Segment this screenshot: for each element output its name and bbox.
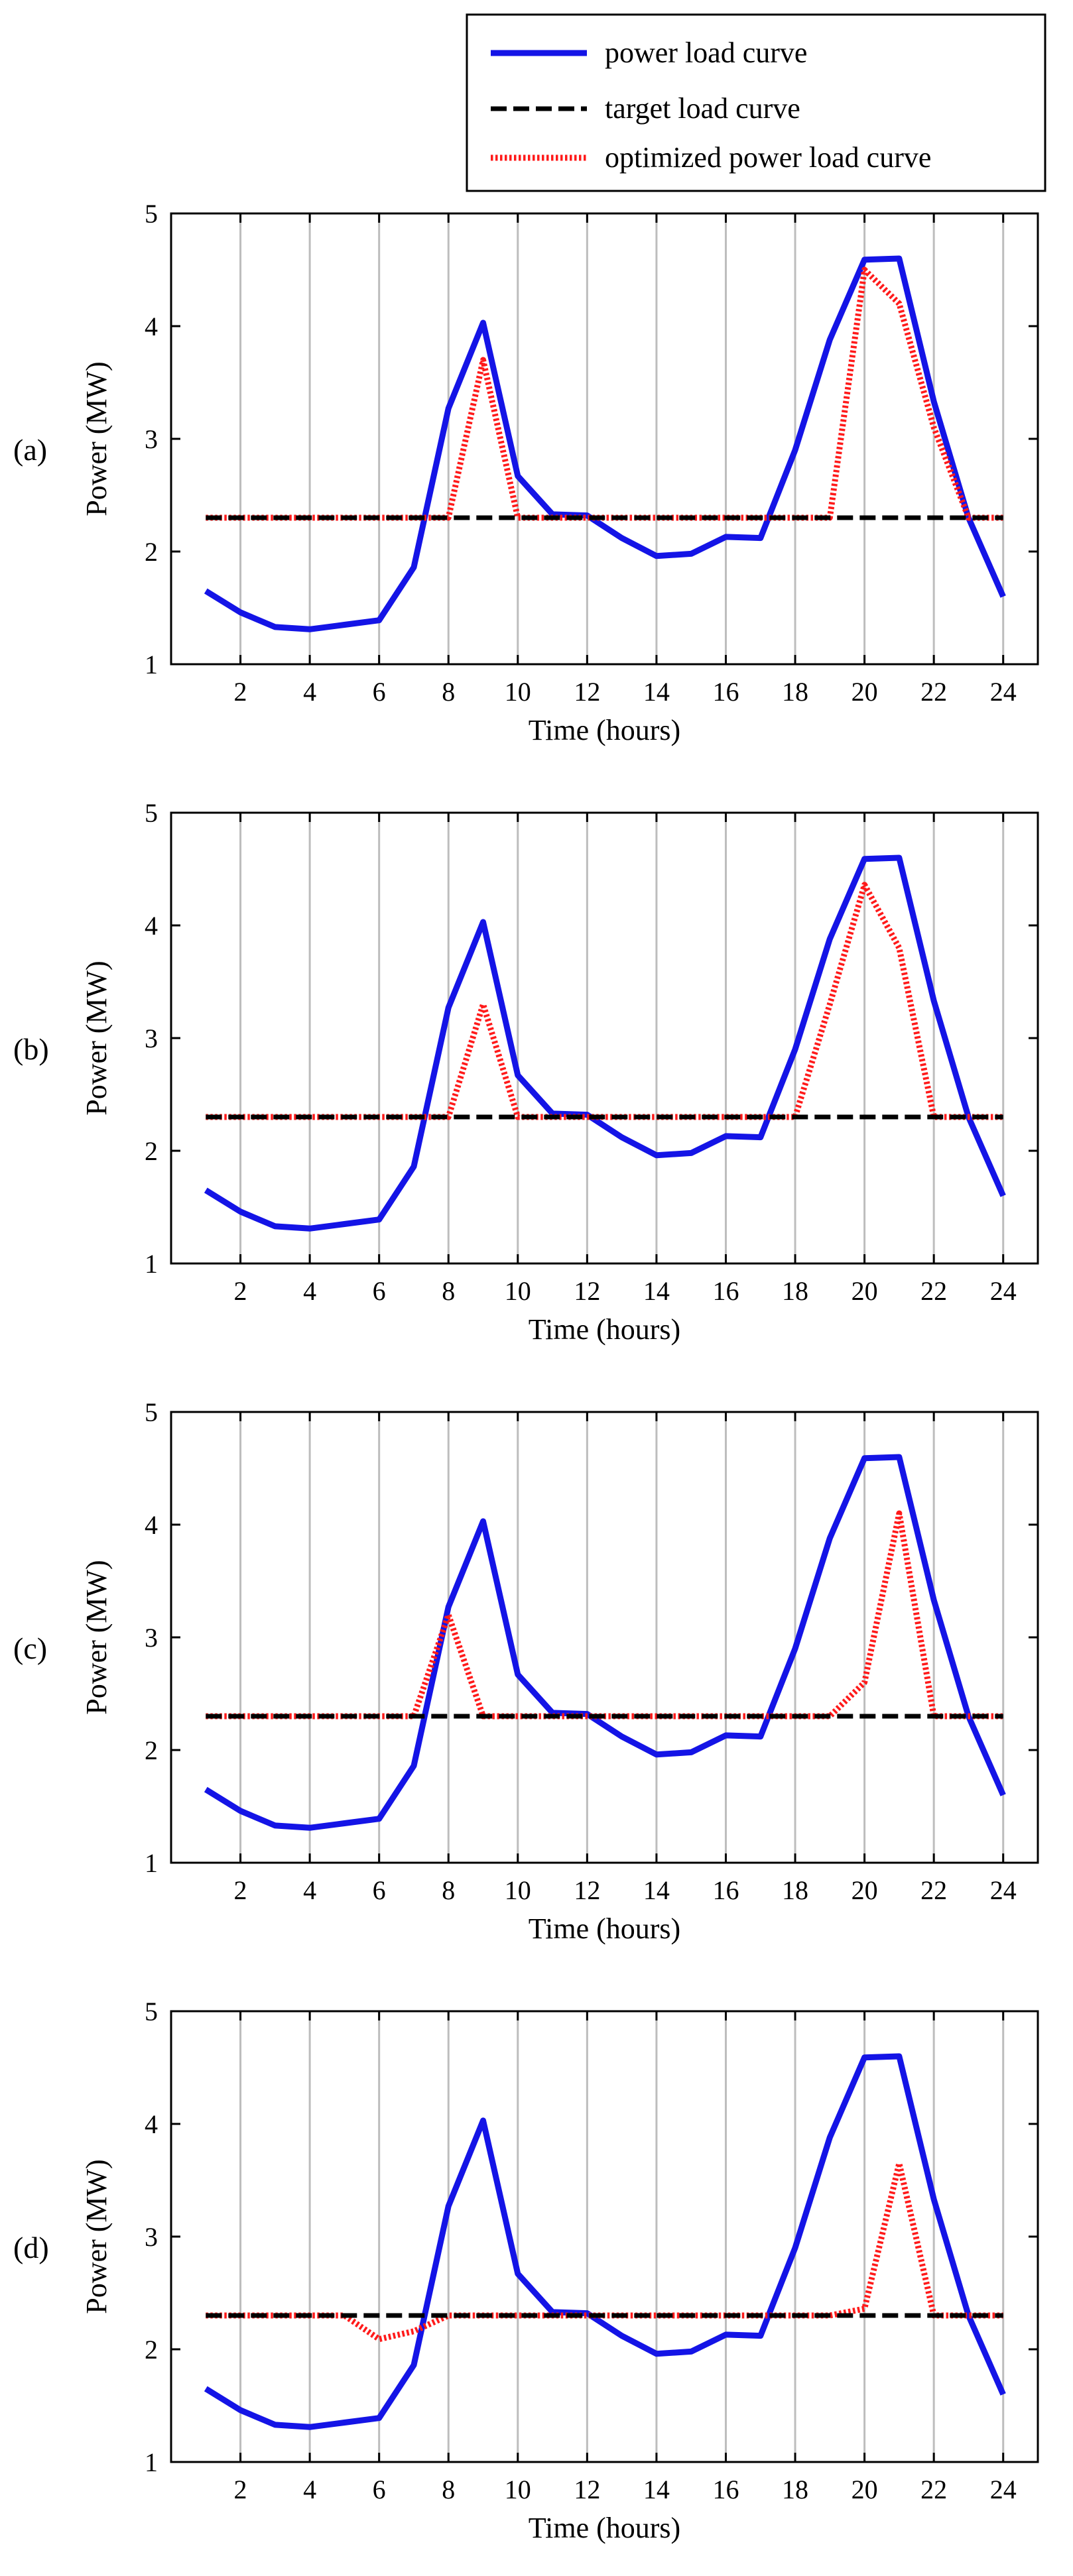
chart-4-series-power-load-curve	[204, 2053, 1006, 2430]
chart-1-xtick-label-10: 10	[505, 677, 531, 707]
chart-1-xtick-label-24: 24	[990, 677, 1017, 707]
chart-2-ytick-label-4: 4	[145, 911, 158, 941]
chart-2-ytick-label-3: 3	[145, 1024, 158, 1053]
chart-4-xtick-label-24: 24	[990, 2475, 1017, 2504]
chart-1-series-power-load-curve	[204, 255, 1006, 632]
chart-2-xtick-label-2: 2	[234, 1276, 247, 1306]
chart-1-xtick-label-20: 20	[852, 677, 878, 707]
chart-4-xtick-label-14: 14	[643, 2475, 670, 2504]
legend-label-power-load: power load curve	[605, 36, 807, 69]
chart-2-xtick-label-14: 14	[643, 1276, 670, 1306]
chart-3-xtick-label-12: 12	[574, 1875, 600, 1905]
chart-4-ytick-label-4: 4	[145, 2109, 158, 2139]
chart-3-xtick-label-20: 20	[852, 1875, 878, 1905]
chart-3-panel-label: (c)	[13, 1631, 47, 1665]
chart-1-xtick-label-14: 14	[643, 677, 670, 707]
chart-1-xtick-label-4: 4	[303, 677, 316, 707]
chart-4-xlabel: Time (hours)	[529, 2512, 680, 2544]
chart-3-xtick-label-22: 22	[920, 1875, 947, 1905]
legend-box	[466, 13, 1046, 192]
chart-1-ylabel: Power (MW)	[80, 361, 113, 516]
chart-3-xtick-label-6: 6	[373, 1875, 386, 1905]
chart-2-xlabel: Time (hours)	[529, 1313, 680, 1346]
chart-3-xtick-label-8: 8	[442, 1875, 455, 1905]
chart-2-xtick-label-12: 12	[574, 1276, 600, 1306]
chart-4-xtick-label-22: 22	[920, 2475, 947, 2504]
chart-2-xtick-label-24: 24	[990, 1276, 1017, 1306]
chart-4-ylabel: Power (MW)	[80, 2159, 113, 2313]
chart-4-ytick-label-2: 2	[145, 2335, 158, 2365]
chart-4-ytick-label-3: 3	[145, 2222, 158, 2252]
chart-2-ylabel: Power (MW)	[80, 961, 113, 1115]
chart-1-xtick-label-16: 16	[712, 677, 739, 707]
chart-1-ytick-label-1: 1	[145, 650, 158, 679]
chart-2-ytick-label-5: 5	[145, 798, 158, 828]
chart-2-plot-area	[171, 813, 1038, 1263]
chart-2-panel-label: (b)	[13, 1032, 49, 1066]
chart-4-xtick-label-16: 16	[712, 2475, 739, 2504]
chart-2-xtick-label-6: 6	[373, 1276, 386, 1306]
chart-3-plot-area	[171, 1412, 1038, 1863]
chart-1-ytick-label-4: 4	[145, 312, 158, 341]
legend-label-target-load: target load curve	[605, 92, 800, 125]
chart-4-ytick-label-5: 5	[145, 1997, 158, 2026]
chart-1-ytick-label-3: 3	[145, 424, 158, 454]
legend-label-optimized-load: optimized power load curve	[605, 141, 931, 174]
chart-3-xtick-label-4: 4	[303, 1875, 316, 1905]
chart-1-ytick-label-2: 2	[145, 537, 158, 567]
chart-4-xtick-label-4: 4	[303, 2475, 316, 2504]
chart-2-xtick-label-16: 16	[712, 1276, 739, 1306]
chart-4-ytick-label-1: 1	[145, 2447, 158, 2477]
chart-3-xtick-label-18: 18	[782, 1875, 808, 1905]
chart-4-panel-label: (d)	[13, 2231, 49, 2264]
chart-1-plot-area	[171, 213, 1038, 664]
chart-3-series-power-load-curve	[204, 1454, 1006, 1831]
chart-2-xtick-label-18: 18	[782, 1276, 808, 1306]
chart-2-ytick-label-1: 1	[145, 1249, 158, 1279]
chart-1-xlabel: Time (hours)	[529, 714, 680, 746]
chart-3-ylabel: Power (MW)	[80, 1560, 113, 1714]
chart-1-xtick-label-6: 6	[373, 677, 386, 707]
chart-1-xtick-label-12: 12	[574, 677, 600, 707]
chart-3-ytick-label-2: 2	[145, 1735, 158, 1765]
chart-3-xtick-label-14: 14	[643, 1875, 670, 1905]
chart-4-xtick-label-8: 8	[442, 2475, 455, 2504]
chart-2-ytick-label-2: 2	[145, 1136, 158, 1166]
chart-4-xtick-label-20: 20	[852, 2475, 878, 2504]
chart-2-xtick-label-20: 20	[852, 1276, 878, 1306]
chart-2-series-power-load-curve	[204, 854, 1006, 1232]
chart-4-xtick-label-18: 18	[782, 2475, 808, 2504]
chart-2-xtick-label-4: 4	[303, 1276, 316, 1306]
chart-1-panel-label: (a)	[13, 433, 47, 467]
chart-1-xtick-label-8: 8	[442, 677, 455, 707]
legend: power load curve target load curve optim…	[466, 13, 1046, 192]
chart-4-xtick-label-2: 2	[234, 2475, 247, 2504]
chart-2-xtick-label-10: 10	[505, 1276, 531, 1306]
chart-3-ytick-label-5: 5	[145, 1397, 158, 1427]
chart-2-xtick-label-22: 22	[920, 1276, 947, 1306]
chart-4-xtick-label-10: 10	[505, 2475, 531, 2504]
chart-1-xtick-label-18: 18	[782, 677, 808, 707]
chart-3-ytick-label-3: 3	[145, 1623, 158, 1653]
chart-3-xtick-label-16: 16	[712, 1875, 739, 1905]
chart-4-xtick-label-12: 12	[574, 2475, 600, 2504]
chart-1-ytick-label-5: 5	[145, 199, 158, 229]
chart-1-xtick-label-2: 2	[234, 677, 247, 707]
chart-3-xlabel: Time (hours)	[529, 1912, 680, 1945]
chart-3-ytick-label-4: 4	[145, 1510, 158, 1540]
chart-3-ytick-label-1: 1	[145, 1848, 158, 1878]
chart-2-xtick-label-8: 8	[442, 1276, 455, 1306]
chart-4-plot-area	[171, 2011, 1038, 2462]
chart-3-xtick-label-24: 24	[990, 1875, 1017, 1905]
chart-1-xtick-label-22: 22	[920, 677, 947, 707]
chart-3-xtick-label-10: 10	[505, 1875, 531, 1905]
chart-4-xtick-label-6: 6	[373, 2475, 386, 2504]
chart-3-xtick-label-2: 2	[234, 1875, 247, 1905]
